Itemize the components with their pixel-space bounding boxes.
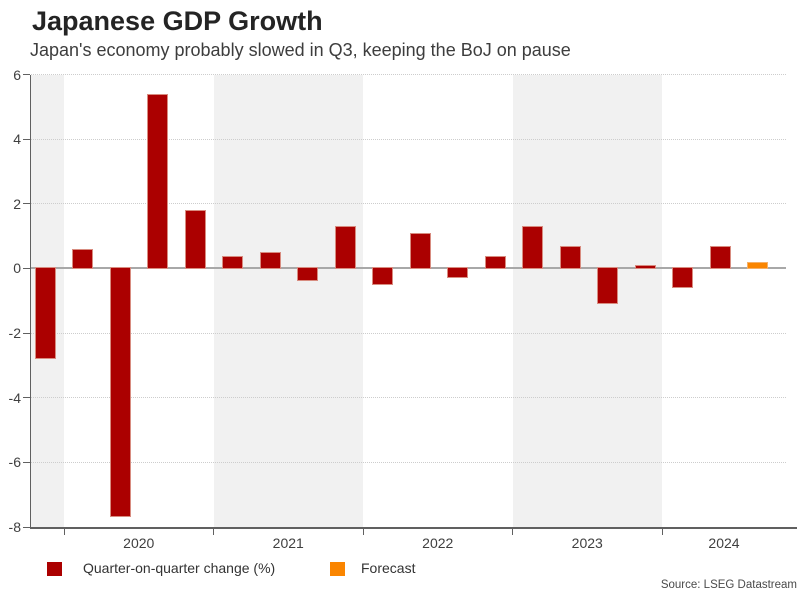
bar-2021-q2 bbox=[259, 252, 281, 270]
x-tick-4 bbox=[512, 528, 514, 535]
bar-2022-q3 bbox=[447, 267, 469, 279]
bar-2024-q1 bbox=[672, 267, 694, 288]
y-tick-label--4: -4 bbox=[8, 389, 21, 406]
x-tick-5 bbox=[661, 528, 663, 535]
gridline-2 bbox=[31, 203, 786, 205]
y-tick-label--2: -2 bbox=[8, 325, 21, 342]
bar-2023-q1 bbox=[522, 226, 544, 270]
x-axis-line bbox=[29, 527, 797, 529]
x-tick-label-2022: 2022 bbox=[422, 535, 454, 551]
legend-swatch-quarterly bbox=[47, 562, 62, 576]
bar-2021-q1 bbox=[222, 255, 244, 270]
y-tick-label-2: 2 bbox=[13, 195, 21, 212]
chart-subtitle: Japan's economy probably slowed in Q3, k… bbox=[30, 40, 571, 60]
y-tick-label--8: -8 bbox=[8, 519, 21, 535]
bar-2021-q3 bbox=[297, 267, 319, 282]
y-tick--4 bbox=[23, 397, 30, 399]
x-tick-1 bbox=[63, 528, 65, 535]
gridline-4 bbox=[31, 138, 786, 140]
legend-label-quarterly: Quarter-on-quarter change (%) bbox=[83, 560, 276, 576]
x-tick-label-2024: 2024 bbox=[708, 535, 740, 551]
y-tick-6 bbox=[23, 74, 30, 76]
y-axis-line bbox=[29, 74, 31, 529]
x-tick-label-2020: 2020 bbox=[123, 535, 155, 551]
y-tick-0 bbox=[23, 267, 30, 270]
gridline--2 bbox=[31, 332, 786, 334]
y-tick-label--6: -6 bbox=[8, 454, 21, 471]
y-tick-2 bbox=[23, 203, 30, 205]
bar-2023-q4 bbox=[634, 265, 656, 270]
y-tick--2 bbox=[23, 332, 30, 334]
bar-2023-q2 bbox=[559, 245, 581, 270]
x-tick-3 bbox=[362, 528, 364, 535]
zero-line bbox=[31, 267, 786, 270]
legend-label-forecast: Forecast bbox=[361, 560, 416, 576]
x-tick-2 bbox=[213, 528, 215, 535]
bar-2024-q2 bbox=[709, 245, 731, 270]
x-tick-label-2023: 2023 bbox=[571, 535, 603, 551]
bar-2020-q1 bbox=[72, 249, 94, 270]
y-tick-label-0: 0 bbox=[13, 260, 21, 277]
y-tick--6 bbox=[23, 461, 30, 464]
gridline--4 bbox=[31, 397, 786, 399]
bar-2022-q1 bbox=[372, 267, 394, 285]
bar-2022-q4 bbox=[484, 255, 506, 270]
bar-2023-q3 bbox=[597, 267, 619, 304]
source-credit: Source: LSEG Datastream bbox=[660, 579, 797, 591]
shaded-year-band-1 bbox=[213, 74, 363, 527]
gridline-6 bbox=[31, 74, 786, 75]
bar-2020-q2 bbox=[109, 267, 131, 518]
gridline--6 bbox=[31, 461, 786, 463]
x-tick-label-2021: 2021 bbox=[272, 535, 304, 551]
bar-2024-q3-forecast bbox=[747, 261, 769, 270]
shaded-year-band-2 bbox=[512, 74, 662, 527]
y-tick--8 bbox=[23, 526, 30, 528]
bar-2021-q4 bbox=[334, 226, 356, 270]
legend-swatch-forecast bbox=[330, 562, 345, 576]
bar-2019-q4 bbox=[34, 267, 56, 359]
y-tick-4 bbox=[23, 138, 30, 140]
y-tick-label-6: 6 bbox=[13, 66, 21, 83]
y-tick-label-4: 4 bbox=[13, 131, 21, 148]
bar-2022-q2 bbox=[409, 232, 431, 270]
bar-2020-q4 bbox=[184, 210, 206, 270]
bar-2020-q3 bbox=[147, 93, 169, 270]
chart-title: Japanese GDP Growth bbox=[32, 6, 323, 36]
